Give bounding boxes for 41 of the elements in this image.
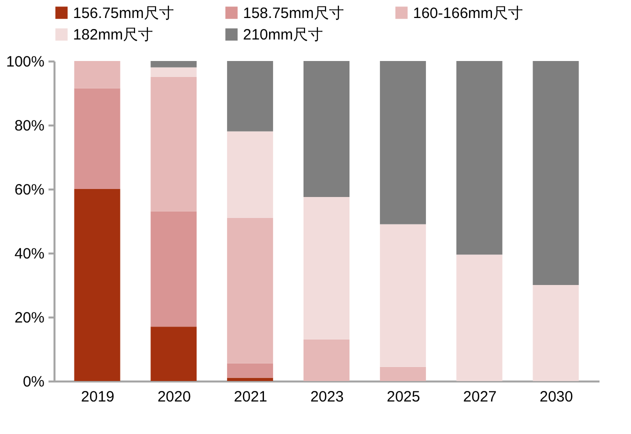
bar [227, 218, 274, 364]
bar [150, 77, 197, 212]
y-tick-label: 40% [14, 246, 44, 262]
bar [150, 211, 197, 327]
x-tick-label: 2027 [463, 388, 497, 406]
y-tick-label: 20% [14, 310, 44, 326]
bar [74, 61, 120, 88]
legend-label: 210mm尺寸 [243, 26, 324, 44]
x-tick-label: 2021 [234, 388, 268, 406]
bar [380, 61, 426, 224]
y-tick-label: 0% [22, 374, 44, 390]
x-tick-label: 2019 [81, 388, 114, 406]
bar [456, 61, 502, 255]
bar [227, 378, 274, 381]
bar [380, 366, 426, 381]
x-tick-label: 2020 [157, 388, 191, 406]
y-tick-label: 100% [6, 54, 44, 70]
bar [74, 189, 120, 381]
y-tick-label: 60% [14, 182, 44, 198]
bar [304, 61, 350, 197]
bar [532, 285, 579, 381]
bar [304, 197, 350, 340]
bar [227, 61, 274, 132]
x-tick-label: 2023 [310, 388, 344, 406]
legend-label: 182mm尺寸 [73, 26, 154, 44]
x-tick-label: 2030 [540, 388, 573, 406]
y-tick-label: 80% [14, 118, 44, 134]
legend-label: 160-166mm尺寸 [413, 4, 524, 22]
legend-label: 156.75mm尺寸 [73, 4, 174, 22]
bar [74, 88, 120, 189]
bar [227, 131, 274, 218]
bar [380, 224, 426, 367]
bar [532, 61, 579, 285]
legend-label: 158.75mm尺寸 [243, 4, 344, 22]
bar [150, 326, 197, 381]
x-tick-label: 2025 [386, 388, 420, 406]
bar [150, 67, 197, 77]
bar [304, 339, 350, 381]
bar [227, 363, 274, 378]
bar [456, 254, 502, 381]
bar [150, 61, 197, 68]
